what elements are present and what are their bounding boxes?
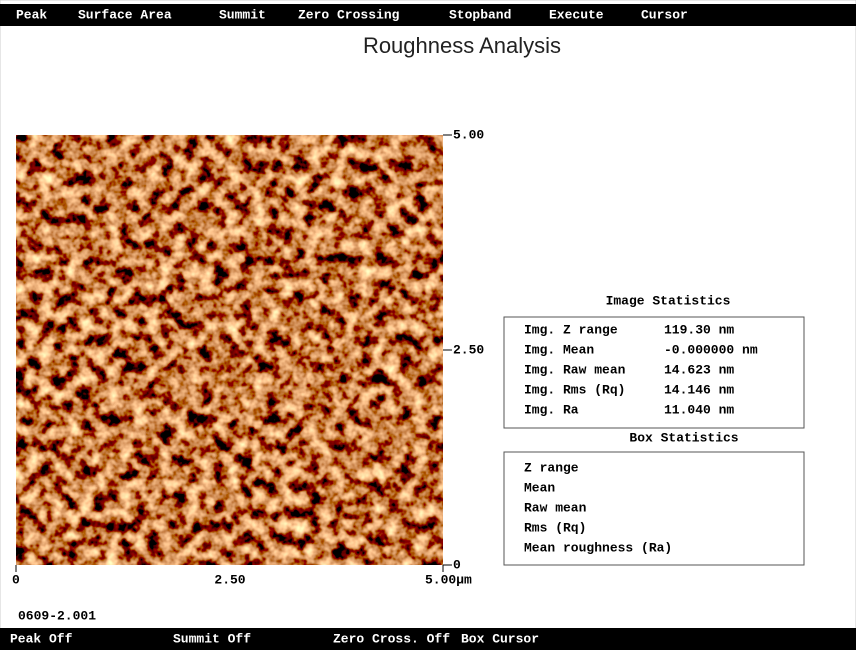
status-item: Box Cursor — [461, 631, 539, 646]
menu-item[interactable]: Peak — [16, 7, 47, 22]
stat-label: Mean roughness (Ra) — [524, 540, 672, 555]
screen: Peak Surface Area Summit Zero Crossing Stopb… — [0, 0, 856, 650]
menu-item[interactable]: Cursor — [641, 7, 688, 22]
menu-item[interactable]: Zero Crossing — [298, 7, 400, 22]
stat-label: Img. Raw mean — [524, 362, 626, 377]
afm-image — [16, 135, 443, 565]
stat-label: Raw mean — [524, 500, 587, 515]
filename: 0609-2.001 — [18, 608, 96, 623]
status-item: Zero Cross. Off — [333, 631, 450, 646]
menu-item[interactable]: Execute — [549, 7, 604, 22]
x-tick-label: 2.50 — [214, 572, 245, 587]
y-tick-label: 5.00 — [453, 127, 484, 142]
x-tick-label: 0 — [12, 572, 20, 587]
menu-item[interactable]: Surface Area — [78, 7, 172, 22]
stat-value: 119.30 nm — [664, 322, 734, 337]
y-tick-label: 0 — [453, 557, 461, 572]
stat-value: 14.146 nm — [664, 382, 734, 397]
stat-value: 11.040 nm — [664, 402, 734, 417]
stat-label: Img. Mean — [524, 342, 594, 357]
stat-label: Img. Ra — [524, 402, 579, 417]
stat-label: Mean — [524, 480, 555, 495]
title: Roughness Analysis — [363, 33, 561, 58]
status-item: Summit Off — [173, 631, 251, 646]
stat-label: Rms (Rq) — [524, 520, 586, 535]
y-tick-label: 2.50 — [453, 342, 484, 357]
stat-label: Img. Z range — [524, 322, 618, 337]
menu-item[interactable]: Summit — [219, 7, 266, 22]
status-item: Peak Off — [10, 631, 73, 646]
menu-item[interactable]: Stopband — [449, 7, 511, 22]
section-title: Image Statistics — [606, 293, 731, 308]
x-tick-label: 5.00µm — [425, 572, 472, 587]
stat-value: 14.623 nm — [664, 362, 734, 377]
stat-label: Z range — [524, 460, 579, 475]
stat-label: Img. Rms (Rq) — [524, 382, 625, 397]
stat-value: -0.000000 nm — [664, 342, 758, 357]
section-title: Box Statistics — [629, 430, 738, 445]
